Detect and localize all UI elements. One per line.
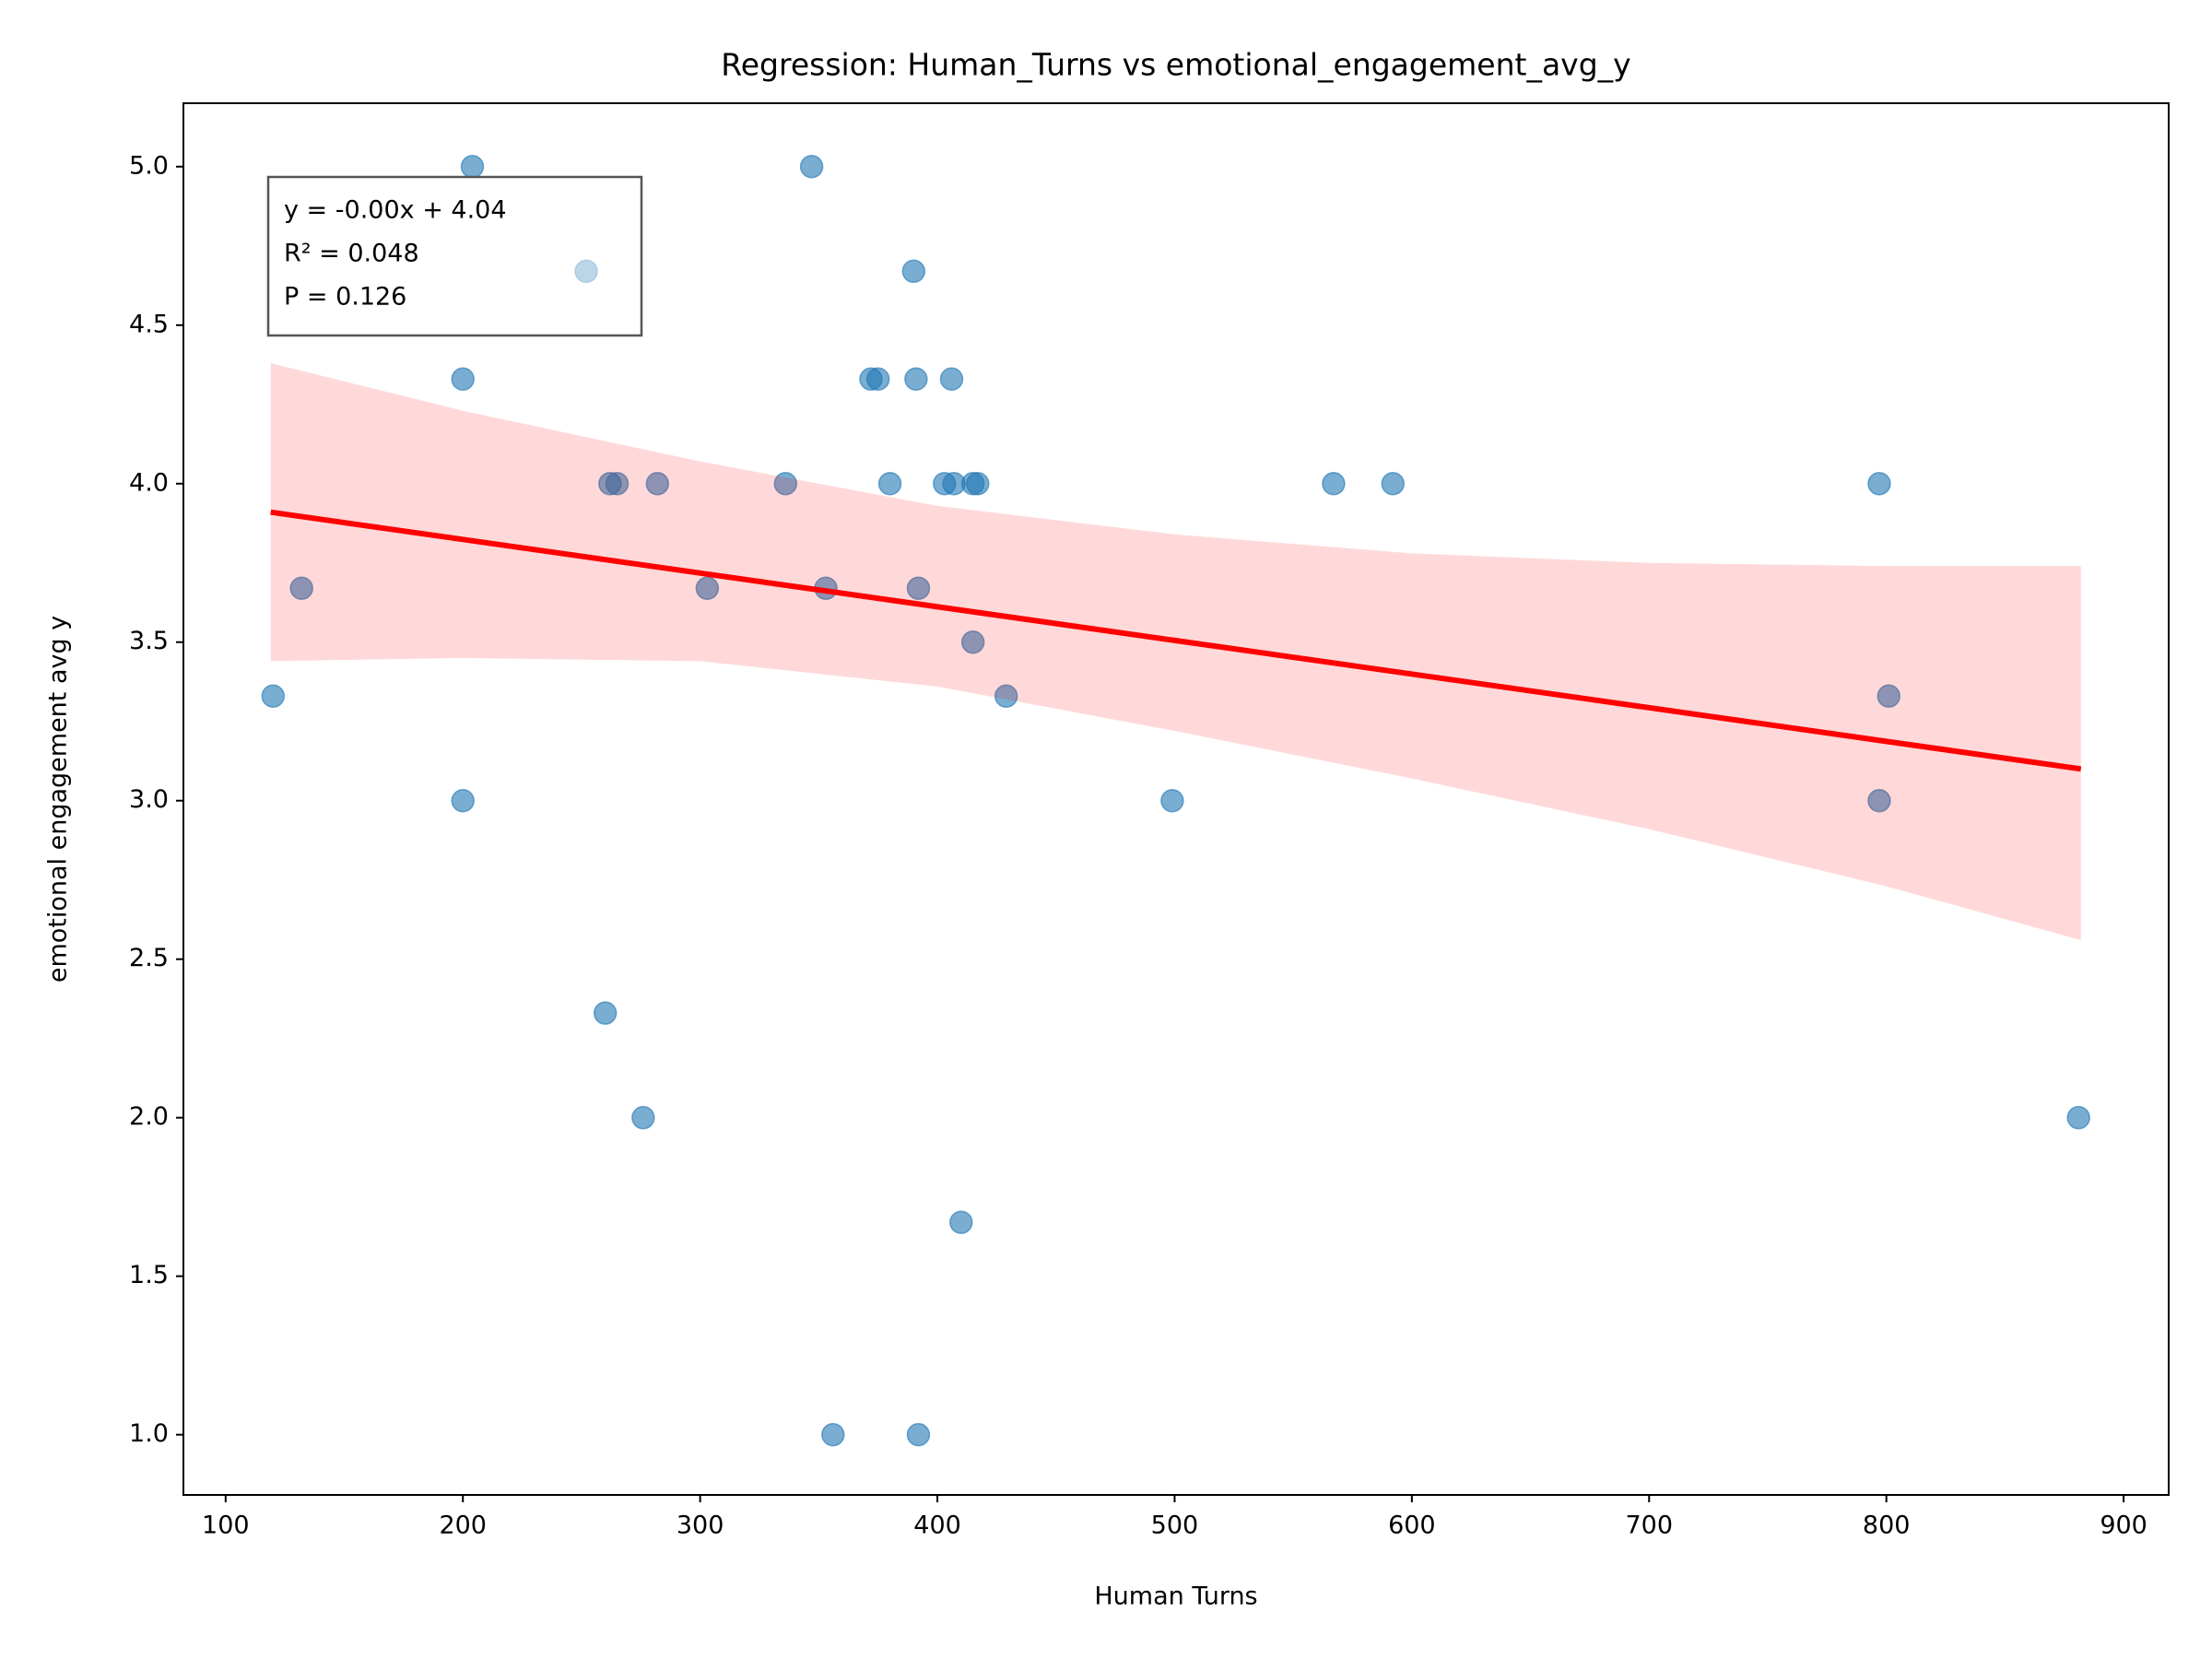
data-point bbox=[1877, 684, 1901, 708]
x-tick-label: 200 bbox=[439, 1512, 487, 1540]
annotation-text: y = -0.00x + 4.04 bbox=[284, 196, 507, 225]
data-point bbox=[695, 576, 720, 601]
annotation-box bbox=[266, 175, 643, 337]
data-point bbox=[960, 629, 985, 654]
data-point bbox=[821, 1422, 845, 1447]
y-tick-label: 2.5 bbox=[129, 944, 169, 972]
data-point bbox=[605, 472, 629, 496]
data-point bbox=[906, 1422, 931, 1447]
plot-frame bbox=[182, 102, 2170, 1496]
annotation-text: P = 0.126 bbox=[284, 283, 406, 312]
y-tick-label: 2.0 bbox=[129, 1102, 169, 1131]
data-point bbox=[904, 367, 928, 391]
x-tick-label: 400 bbox=[913, 1512, 961, 1540]
regression-line bbox=[270, 509, 2082, 772]
data-point bbox=[799, 155, 824, 179]
data-point bbox=[865, 367, 890, 391]
y-tick-label: 5.0 bbox=[129, 151, 169, 180]
data-point bbox=[460, 155, 485, 179]
data-point bbox=[1867, 472, 1891, 496]
y-tick-label: 4.0 bbox=[129, 468, 169, 497]
data-point bbox=[877, 472, 902, 496]
x-tick-label: 800 bbox=[1863, 1512, 1911, 1540]
data-point bbox=[1381, 472, 1406, 496]
y-axis-label: emotional engagement avg y bbox=[44, 616, 73, 982]
data-point bbox=[906, 576, 931, 601]
annotation-text: R² = 0.048 bbox=[284, 240, 419, 268]
data-point bbox=[901, 259, 926, 284]
data-point bbox=[451, 788, 475, 813]
x-tick-label: 900 bbox=[2100, 1512, 2147, 1540]
chart-title: Regression: Human_Turns vs emotional_eng… bbox=[721, 47, 1630, 83]
x-tick-label: 300 bbox=[677, 1512, 724, 1540]
y-tick-label: 1.0 bbox=[129, 1419, 169, 1448]
x-tick-label: 600 bbox=[1388, 1512, 1436, 1540]
x-axis-label: Human Turns bbox=[1094, 1583, 1257, 1611]
data-point bbox=[261, 684, 286, 708]
data-point bbox=[2066, 1105, 2090, 1130]
x-tick-label: 700 bbox=[1626, 1512, 1674, 1540]
data-point bbox=[645, 472, 670, 496]
y-tick-label: 1.5 bbox=[129, 1261, 169, 1289]
data-point bbox=[1867, 788, 1891, 813]
data-point bbox=[966, 472, 990, 496]
y-tick-label: 4.5 bbox=[129, 310, 169, 338]
data-point bbox=[994, 684, 1018, 708]
data-point bbox=[1160, 788, 1184, 813]
data-point bbox=[289, 576, 313, 601]
data-point bbox=[939, 367, 964, 391]
y-tick-label: 3.5 bbox=[129, 627, 169, 655]
data-point bbox=[593, 1001, 618, 1025]
data-point bbox=[773, 472, 798, 496]
data-point bbox=[631, 1105, 655, 1130]
y-tick-label: 3.0 bbox=[129, 785, 169, 814]
confidence-band bbox=[270, 363, 2081, 941]
data-point bbox=[1322, 472, 1346, 496]
data-point bbox=[451, 367, 475, 391]
x-tick-label: 100 bbox=[202, 1512, 250, 1540]
data-point bbox=[949, 1210, 973, 1234]
x-tick-label: 500 bbox=[1151, 1512, 1199, 1540]
